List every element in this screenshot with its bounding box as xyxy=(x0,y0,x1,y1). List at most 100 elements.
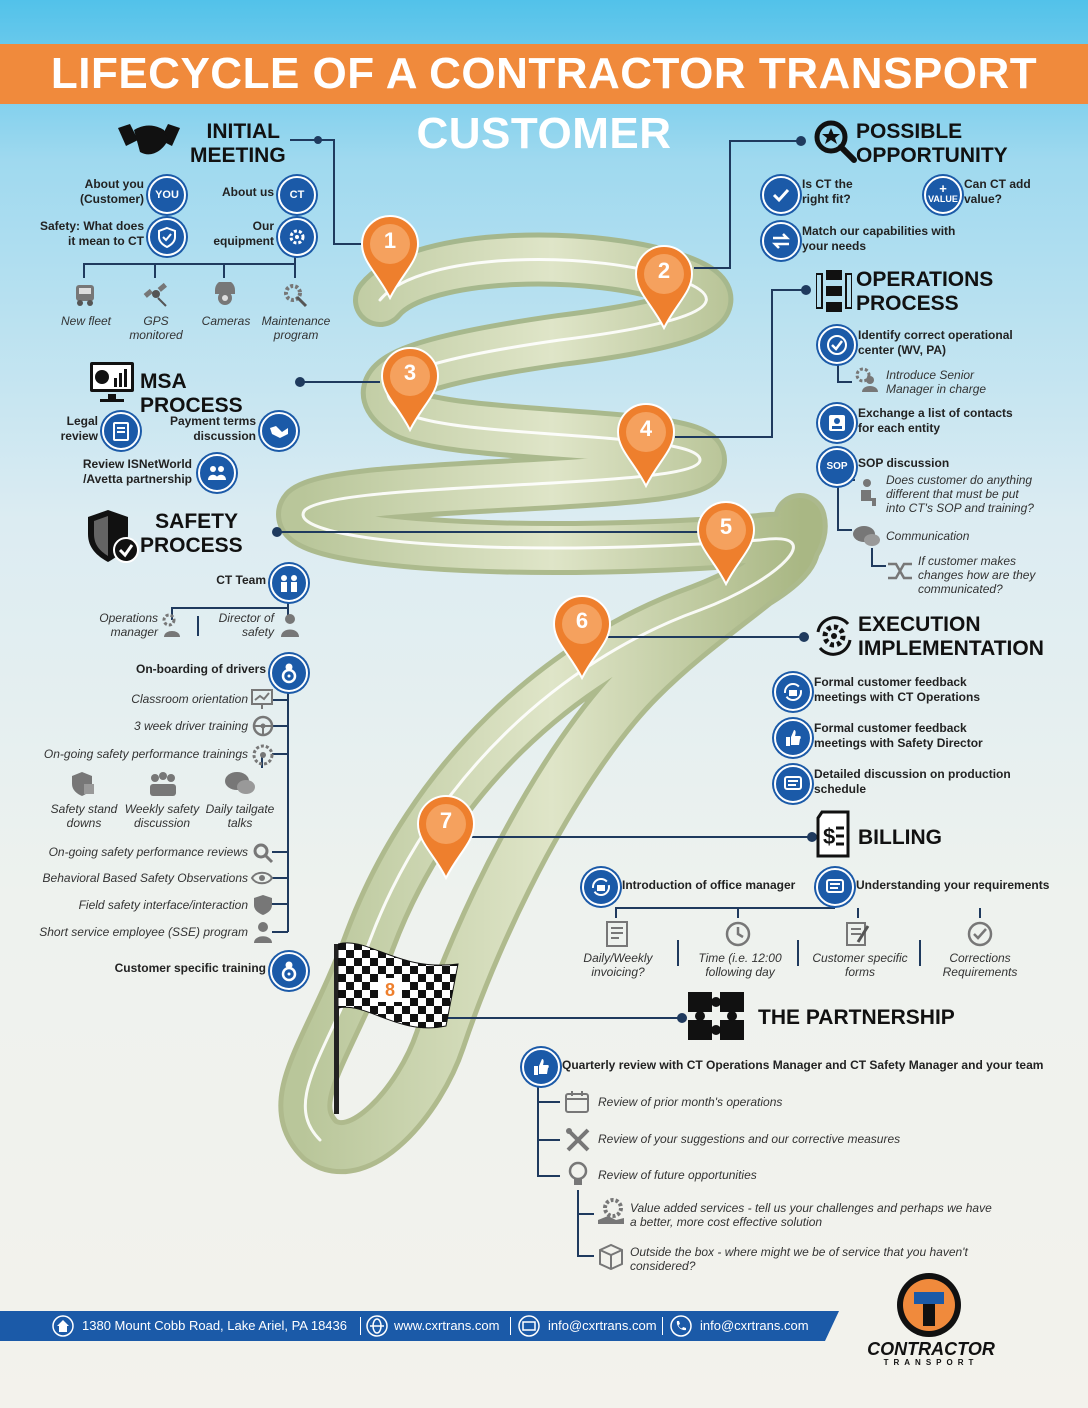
gps-monitored-label: GPS monitored xyxy=(129,314,183,342)
sop-question-label: Does customer do anything different that… xyxy=(886,473,1034,515)
safety-stand-downs-label: Safety stand downs xyxy=(50,802,118,830)
you-badge: YOU xyxy=(148,176,186,214)
initial-meeting-title: INITIAL MEETING xyxy=(190,120,286,167)
mail-icon xyxy=(518,1315,540,1337)
legal-document-icon xyxy=(102,412,140,450)
ct-badge: CT xyxy=(278,176,316,214)
shield-check-large-icon xyxy=(88,510,139,563)
gear-cycle-icon xyxy=(816,616,852,656)
requirements-message-icon xyxy=(816,868,854,906)
possible-opportunity-title: POSSIBLE OPPORTUNITY xyxy=(856,120,1008,167)
review-isnetworld-label: Review ISNetWorld /Avetta partnership xyxy=(82,457,192,486)
shield-hand-icon xyxy=(72,772,94,796)
safety-trainings-label: On-going safety performance trainings xyxy=(43,747,248,761)
sse-program-label: Short service employee (SSE) program xyxy=(39,925,248,939)
footer-email-2[interactable]: info@cxrtrans.com xyxy=(700,1318,809,1333)
invoice-icon xyxy=(606,921,628,947)
lightbulb-icon xyxy=(568,1161,588,1185)
understanding-requirements-label: Understanding your requirements xyxy=(856,878,1050,892)
msa-process-title: MSA PROCESS xyxy=(140,370,243,417)
exchange-contacts-label: Exchange a list of contacts for each ent… xyxy=(858,406,1013,435)
time-following-day-label: Time (i.e. 12:00 following day xyxy=(698,951,782,979)
stage-pin-2: 2 xyxy=(634,244,694,331)
suggestions-label: Review of your suggestions and our corre… xyxy=(598,1132,901,1146)
match-capabilities-label: Match our capabilities with your needs xyxy=(802,224,956,253)
checkmark-icon xyxy=(762,176,800,214)
logo-wordmark: CONTRACTOR xyxy=(867,1339,995,1359)
footer-website[interactable]: www.cxrtrans.com xyxy=(394,1318,500,1333)
corrections-requirements-label: Corrections Requirements xyxy=(942,951,1018,979)
gear-hand-icon xyxy=(598,1198,624,1224)
monitor-chart-icon xyxy=(90,362,134,402)
value-badge: + VALUE xyxy=(924,176,962,214)
footer-email-1[interactable]: info@cxrtrans.com xyxy=(548,1318,657,1333)
director-of-safety-label: Director of safety xyxy=(218,611,274,639)
speech-bubbles-icon xyxy=(225,772,255,794)
outside-box-label: Outside the box - where might we be of s… xyxy=(630,1245,968,1273)
payment-terms-label: Payment terms discussion xyxy=(169,414,256,443)
future-opportunities-label: Review of future opportunities xyxy=(598,1168,757,1182)
driver-training-label: 3 week driver training xyxy=(133,719,248,733)
check-circle-icon xyxy=(818,326,856,364)
invoice-dollar-icon: $ xyxy=(816,810,850,858)
tools-icon xyxy=(566,1128,590,1152)
magnifier-icon xyxy=(253,843,274,864)
person-chair-icon xyxy=(861,479,876,506)
communication-label: Communication xyxy=(886,529,970,543)
new-fleet-label: New fleet xyxy=(60,314,112,328)
changes-communicated-label: If customer makes changes how are they c… xyxy=(918,554,1036,596)
eye-focus-icon xyxy=(250,871,274,885)
stage-pin-3: 3 xyxy=(380,346,440,433)
thumbs-up-icon xyxy=(774,719,812,757)
flowchart-icon xyxy=(816,270,852,312)
clock-icon xyxy=(725,921,751,947)
message-icon xyxy=(774,765,812,803)
field-safety-label: Field safety interface/interaction xyxy=(78,898,248,912)
refresh-thumb-icon xyxy=(774,673,812,711)
feedback-safety-label: Formal customer feedback meetings with S… xyxy=(814,721,983,750)
handshake-icon xyxy=(118,124,180,155)
group-discussion-icon xyxy=(150,772,176,796)
maintenance-gear-icon xyxy=(284,284,308,308)
value-added-label: Value added services - tell us your chal… xyxy=(630,1201,992,1229)
globe-icon xyxy=(366,1315,388,1337)
office-manager-label: Introduction of office manager xyxy=(622,878,796,892)
right-fit-label: Is CT the right fit? xyxy=(802,177,853,206)
contractor-transport-logo xyxy=(897,1273,961,1337)
stage-marker-8: 8 xyxy=(378,978,402,1002)
stage-pin-7: 7 xyxy=(416,794,476,881)
footer-divider xyxy=(662,1317,663,1335)
invoicing-label: Daily/Weekly invoicing? xyxy=(583,951,653,979)
title-banner: LIFECYCLE OF A CONTRACTOR TRANSPORT CUST… xyxy=(0,44,1088,158)
manager-gear-icon xyxy=(855,367,878,392)
home-icon xyxy=(52,1315,74,1337)
quarterly-thumb-icon xyxy=(522,1048,560,1086)
identify-center-label: Identify correct operational center (WV,… xyxy=(858,328,1013,357)
check-circle-outline-icon xyxy=(967,921,993,947)
about-us-label: About us xyxy=(222,185,274,199)
stage-pin-1: 1 xyxy=(360,214,420,301)
about-you-label: About you (Customer) xyxy=(79,177,144,206)
partnership-title: THE PARTNERSHIP xyxy=(758,1006,955,1029)
cameras-label: Cameras xyxy=(201,314,251,328)
logo-subtitle: TRANSPORT xyxy=(883,1358,979,1367)
footer-bar: 1380 Mount Cobb Road, Lake Ariel, PA 184… xyxy=(0,1311,825,1341)
trainer-wheel-icon xyxy=(270,952,308,990)
puzzle-pieces-icon xyxy=(688,992,744,1040)
sop-badge: SOP xyxy=(818,448,856,486)
footer-cap xyxy=(825,1311,839,1341)
ct-team-label: CT Team xyxy=(216,573,266,587)
quarterly-review-label: Quarterly review with CT Operations Mana… xyxy=(562,1058,1044,1072)
production-schedule-label: Detailed discussion on production schedu… xyxy=(814,767,1011,796)
shield-icon xyxy=(254,895,272,915)
customer-forms-label: Customer specific forms xyxy=(812,951,908,979)
camera-icon xyxy=(215,282,235,305)
svg-text:$: $ xyxy=(823,824,835,849)
operations-manager-label: Operations manager xyxy=(99,611,158,639)
maintenance-program-label: Maintenance program xyxy=(261,314,331,342)
truck-icon xyxy=(76,285,94,306)
footer-divider xyxy=(360,1317,361,1335)
handshake-circle-icon xyxy=(260,412,298,450)
employee-icon xyxy=(254,922,272,943)
